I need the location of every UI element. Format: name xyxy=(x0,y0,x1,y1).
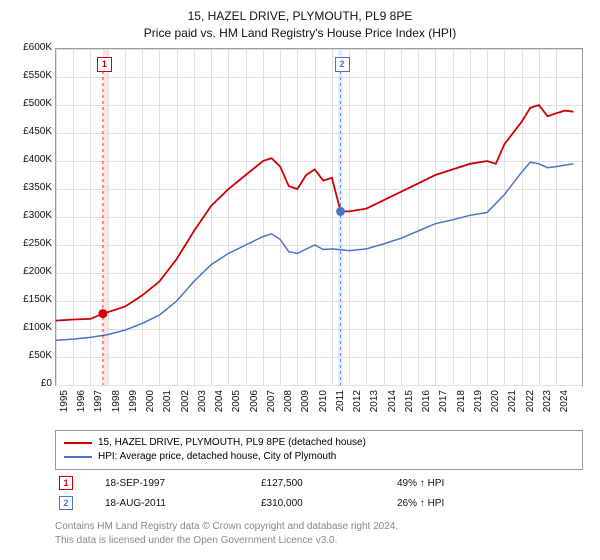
x-tick-label: 2018 xyxy=(456,390,467,430)
x-tick-label: 2011 xyxy=(335,390,346,430)
chart-subtitle: Price paid vs. HM Land Registry's House … xyxy=(0,25,600,42)
x-tick-label: 2000 xyxy=(145,390,156,430)
chart-sale-marker: 2 xyxy=(335,57,350,72)
x-tick-label: 2015 xyxy=(404,390,415,430)
x-tick-label: 2021 xyxy=(507,390,518,430)
legend-swatch-property xyxy=(64,442,92,444)
x-tick-label: 2003 xyxy=(197,390,208,430)
y-tick-label: £550K xyxy=(4,70,52,81)
x-tick-label: 2006 xyxy=(249,390,260,430)
x-tick-label: 2016 xyxy=(421,390,432,430)
sale-marker-1: 1 xyxy=(59,476,73,490)
y-tick-label: £600K xyxy=(4,42,52,53)
sale-date: 18-AUG-2011 xyxy=(103,494,257,512)
table-row: 1 18-SEP-1997 £127,500 49% ↑ HPI xyxy=(57,474,581,492)
sale-marker-2: 2 xyxy=(59,496,73,510)
y-tick-label: £0 xyxy=(4,378,52,389)
x-tick-label: 2023 xyxy=(542,390,553,430)
x-tick-label: 2007 xyxy=(266,390,277,430)
chart-legend: 15, HAZEL DRIVE, PLYMOUTH, PL9 8PE (deta… xyxy=(55,430,583,470)
x-tick-label: 2019 xyxy=(473,390,484,430)
sale-price: £127,500 xyxy=(259,474,393,492)
footer-attribution: Contains HM Land Registry data © Crown c… xyxy=(55,520,398,548)
x-tick-label: 1999 xyxy=(128,390,139,430)
y-tick-label: £200K xyxy=(4,266,52,277)
x-tick-label: 2020 xyxy=(490,390,501,430)
legend-label-property: 15, HAZEL DRIVE, PLYMOUTH, PL9 8PE (deta… xyxy=(98,436,366,450)
y-tick-label: £50K xyxy=(4,350,52,361)
x-tick-label: 2009 xyxy=(300,390,311,430)
y-tick-label: £500K xyxy=(4,98,52,109)
y-tick-label: £300K xyxy=(4,210,52,221)
x-tick-label: 2008 xyxy=(283,390,294,430)
chart-sale-marker: 1 xyxy=(97,57,112,72)
x-tick-label: 2017 xyxy=(438,390,449,430)
y-tick-label: £100K xyxy=(4,322,52,333)
x-tick-label: 2014 xyxy=(387,390,398,430)
x-tick-label: 2002 xyxy=(180,390,191,430)
x-tick-label: 1995 xyxy=(59,390,70,430)
chart-lines xyxy=(56,49,582,385)
sale-date: 18-SEP-1997 xyxy=(103,474,257,492)
x-tick-label: 2005 xyxy=(231,390,242,430)
y-tick-label: £450K xyxy=(4,126,52,137)
sale-price: £310,000 xyxy=(259,494,393,512)
chart-title-address: 15, HAZEL DRIVE, PLYMOUTH, PL9 8PE xyxy=(0,8,600,25)
x-tick-label: 1996 xyxy=(76,390,87,430)
sale-hpi-note: 26% ↑ HPI xyxy=(395,494,581,512)
x-tick-label: 2010 xyxy=(318,390,329,430)
x-tick-label: 1998 xyxy=(111,390,122,430)
x-tick-label: 2004 xyxy=(214,390,225,430)
sale-hpi-note: 49% ↑ HPI xyxy=(395,474,581,492)
y-tick-label: £150K xyxy=(4,294,52,305)
y-tick-label: £400K xyxy=(4,154,52,165)
chart-plot-area: 12 xyxy=(55,48,583,386)
x-tick-label: 2024 xyxy=(559,390,570,430)
x-tick-label: 2022 xyxy=(525,390,536,430)
x-tick-label: 2012 xyxy=(352,390,363,430)
table-row: 2 18-AUG-2011 £310,000 26% ↑ HPI xyxy=(57,494,581,512)
y-tick-label: £350K xyxy=(4,182,52,193)
legend-swatch-hpi xyxy=(64,456,92,458)
x-tick-label: 2013 xyxy=(369,390,380,430)
x-tick-label: 2001 xyxy=(162,390,173,430)
y-tick-label: £250K xyxy=(4,238,52,249)
x-tick-label: 1997 xyxy=(93,390,104,430)
legend-label-hpi: HPI: Average price, detached house, City… xyxy=(98,450,336,464)
sales-data-table: 1 18-SEP-1997 £127,500 49% ↑ HPI 2 18-AU… xyxy=(55,472,583,514)
